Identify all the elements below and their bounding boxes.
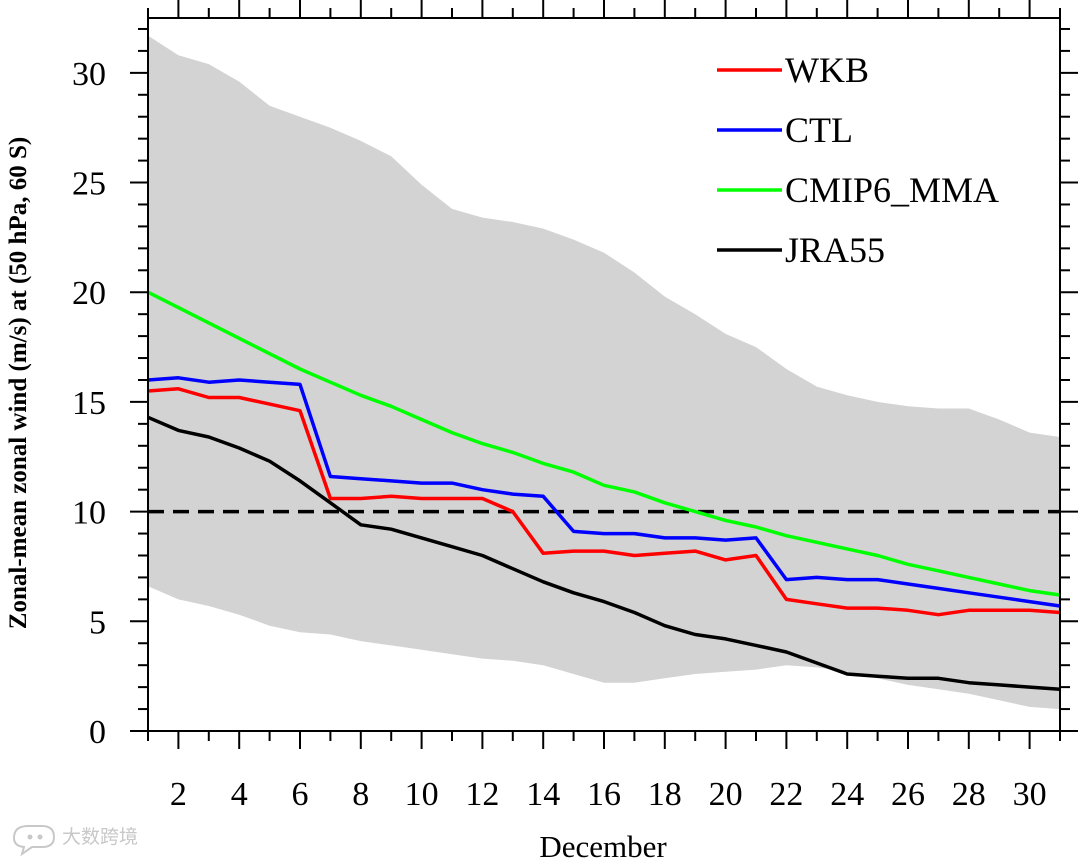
x-tick-label: 20 xyxy=(709,776,743,813)
x-tick-label: 2 xyxy=(170,776,187,813)
x-tick-label: 8 xyxy=(352,776,369,813)
y-tick-label: 10 xyxy=(72,495,106,532)
x-tick-label: 14 xyxy=(526,776,560,813)
watermark-text: 大数跨境 xyxy=(62,826,138,848)
x-tick-label: 22 xyxy=(769,776,803,813)
y-tick-label: 5 xyxy=(89,604,106,641)
series-line-cmip6-mma xyxy=(147,290,1061,597)
x-tick-label: 26 xyxy=(891,776,925,813)
y-tick-label: 15 xyxy=(72,385,106,422)
series-line-ctl xyxy=(147,376,1061,608)
x-tick-label: 16 xyxy=(587,776,621,813)
y-tick-label: 25 xyxy=(72,166,106,203)
y-axis-title: Zonal-mean zonal wind (m/s) at (50 hPa, … xyxy=(5,137,32,629)
series-line-jra55 xyxy=(147,415,1061,692)
legend: WKB CTL CMIP6_MMA JRA55 xyxy=(717,50,999,270)
legend-label-jra55: JRA55 xyxy=(785,230,885,270)
x-tick-label: 12 xyxy=(465,776,499,813)
legend-label-wkb: WKB xyxy=(785,50,869,90)
x-tick-label: 4 xyxy=(231,776,248,813)
y-tick-label: 30 xyxy=(72,56,106,93)
x-tick-label: 30 xyxy=(1013,776,1047,813)
spread-band xyxy=(148,35,1060,710)
legend-label-ctl: CTL xyxy=(785,110,853,150)
legend-label-cmip6-mma: CMIP6_MMA xyxy=(785,170,999,210)
x-tick-label: 10 xyxy=(405,776,439,813)
speech-bubble-logo-icon xyxy=(12,825,56,857)
x-tick-label: 24 xyxy=(830,776,864,813)
x-tick-label: 6 xyxy=(292,776,309,813)
x-tick-label: 18 xyxy=(648,776,682,813)
x-axis-title: December xyxy=(539,829,667,859)
series-line-wkb xyxy=(147,387,1061,617)
watermark: 大数跨境 xyxy=(12,825,138,857)
y-tick-label: 0 xyxy=(89,714,106,751)
y-tick-label: 20 xyxy=(72,275,106,312)
x-tick-label: 28 xyxy=(952,776,986,813)
